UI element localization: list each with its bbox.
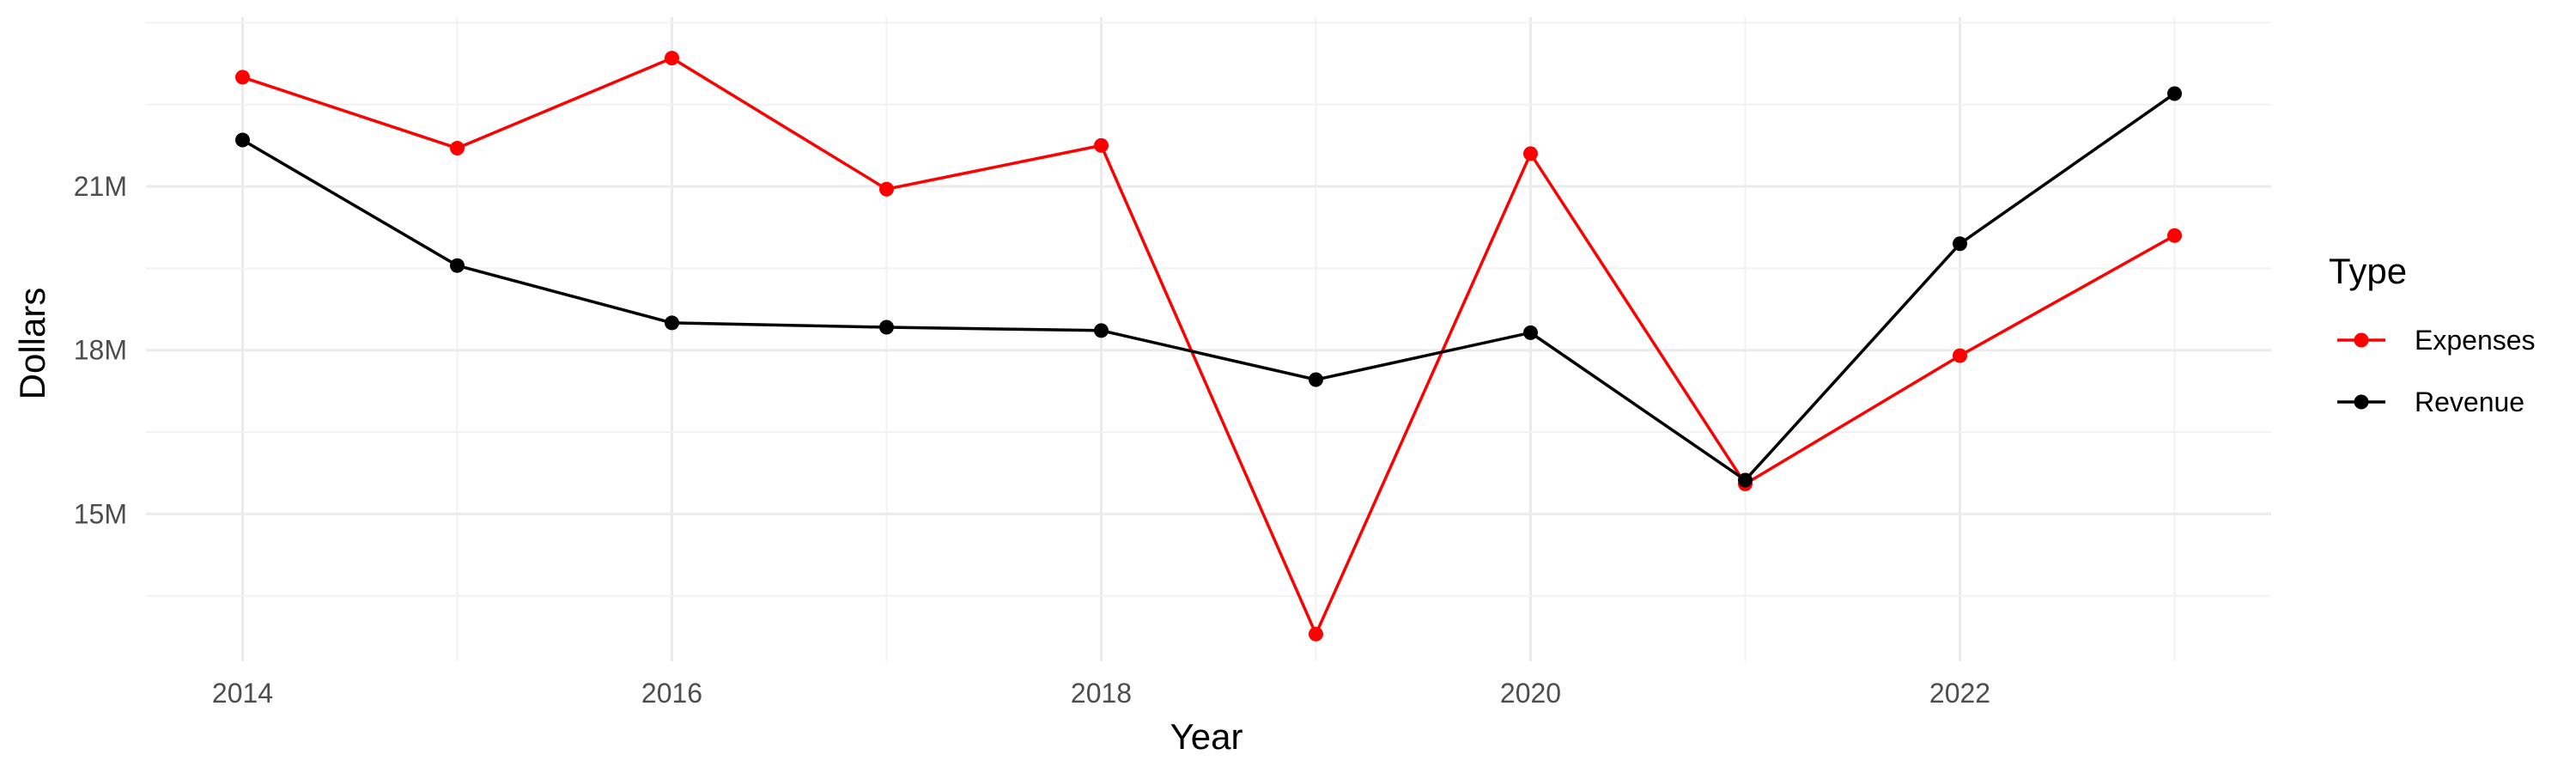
axis-layer: Year Dollars 2014 2016 2018 2020 2022 15M 18M 2… (12, 171, 1990, 757)
y-axis-title: Dollars (12, 288, 52, 400)
expenses-series-line (240, 56, 2177, 636)
expenses-data-point (2167, 228, 2182, 243)
revenue-data-point (1523, 325, 1538, 340)
expenses-data-point (1953, 348, 1967, 363)
revenue-data-point (450, 258, 465, 273)
expenses-legend-label: Expenses (2415, 325, 2536, 356)
revenue-data-point (1309, 372, 1323, 387)
revenue-data-point (1953, 236, 1967, 252)
y-tick-label: 18M (74, 335, 127, 366)
x-tick-label: 2014 (212, 678, 273, 709)
expenses-data-point (1094, 137, 1109, 153)
expenses-data-point (665, 51, 679, 66)
expenses-data-point (235, 70, 250, 85)
expenses-legend-marker (2354, 332, 2369, 348)
x-tick-label: 2022 (1929, 678, 1990, 709)
revenue-data-point (665, 315, 679, 331)
revenue-series-line (240, 92, 2177, 482)
legend: Type Expenses Revenue (2329, 251, 2536, 417)
revenue-legend-label: Revenue (2415, 386, 2524, 417)
revenue-data-point (235, 132, 250, 148)
y-tick-label: 21M (74, 171, 127, 202)
x-tick-label: 2016 (641, 678, 702, 709)
revenue-data-point (879, 320, 894, 335)
legend-title: Type (2329, 251, 2407, 291)
x-tick-label: 2018 (1071, 678, 1132, 709)
x-axis-title: Year (1170, 716, 1243, 757)
expenses-data-point (879, 181, 894, 197)
revenue-data-point (1094, 323, 1109, 338)
revenue-legend-marker (2354, 394, 2369, 410)
series-layer (235, 51, 2182, 642)
expenses-data-point (450, 141, 465, 156)
grid-layer (146, 17, 2271, 661)
expenses-data-point (1309, 626, 1323, 642)
x-tick-label: 2020 (1500, 678, 1561, 709)
revenue-data-point (1738, 472, 1753, 488)
y-tick-label: 15M (74, 498, 127, 529)
expenses-data-point (1523, 146, 1538, 161)
revenue-data-point (2167, 86, 2182, 101)
